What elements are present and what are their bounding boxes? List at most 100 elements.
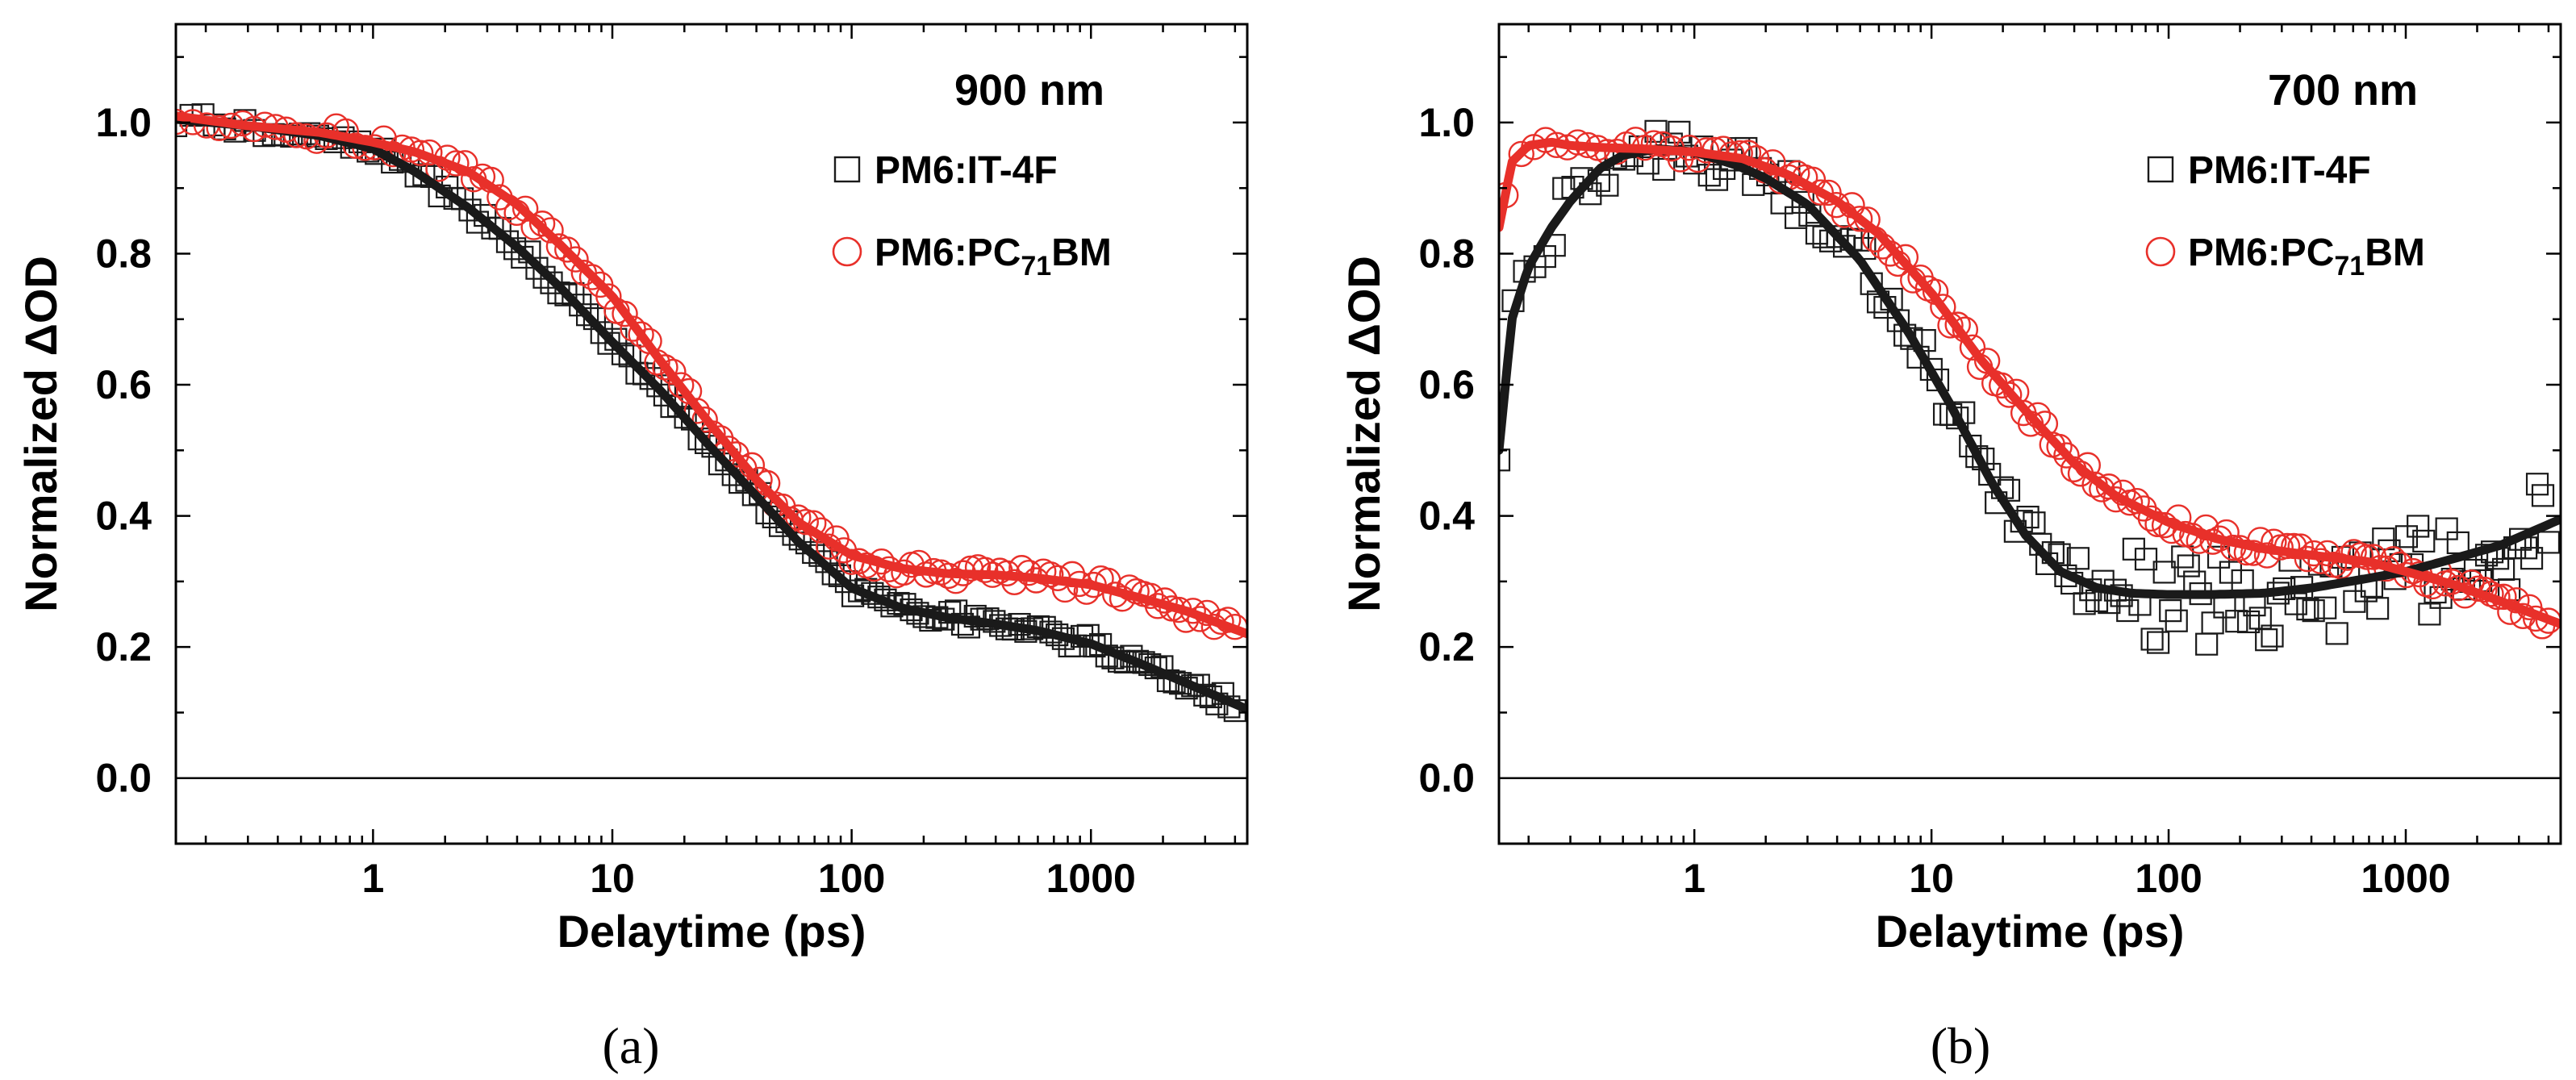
data-point [2525, 473, 2549, 496]
data-point [2536, 531, 2561, 554]
fit-line-pc71bm [1499, 137, 2561, 629]
panel-label: (b) [1931, 1017, 1991, 1074]
y-axis-title: Normalized ΔOD [1338, 256, 1389, 612]
plot-area [1499, 119, 2561, 656]
data-point [1073, 578, 1100, 605]
wavelength-annotation: 900 nm [954, 66, 1104, 115]
x-axis-title: Delaytime (ps) [557, 906, 866, 957]
x-tick-label: 1000 [1046, 856, 1136, 901]
y-axis: 0.0 0.2 0.4 0.6 0.8 1.0 [1418, 56, 2561, 845]
legend-label: PM6:IT-4F [875, 149, 1058, 192]
y-axis-title: Normalized ΔOD [15, 256, 66, 612]
y-tick-label: 0.2 [95, 624, 152, 669]
legend: PM6:IT-4F PM6:PC71BM [832, 149, 1112, 281]
data-point [576, 303, 599, 327]
legend-label: PM6:IT-4F [2188, 149, 2371, 192]
legend-subscript: 71 [2334, 251, 2365, 281]
data-point [1784, 206, 1808, 229]
x-axis: 1 10 100 1000 [1527, 24, 2550, 901]
data-point [2255, 628, 2278, 652]
legend-marker-circle [832, 236, 862, 267]
data-point [834, 570, 858, 594]
data-point [495, 230, 520, 253]
legend-label-part: BM [2365, 231, 2425, 274]
data-point [2066, 547, 2090, 570]
data-point [618, 344, 641, 368]
data-point [2183, 570, 2207, 594]
data-point [2195, 632, 2219, 656]
x-tick-label: 100 [2135, 856, 2202, 901]
data-point [578, 264, 606, 290]
data-point [762, 505, 785, 529]
series-pc71bm-points [176, 108, 1247, 640]
data-point [2134, 548, 2158, 571]
data-point [2236, 610, 2261, 634]
data-point [821, 562, 845, 586]
data-point [683, 398, 711, 424]
data-point [562, 246, 589, 273]
panel-a: 1 10 100 1000 0.0 0.2 0.4 0.6 0.8 1.0 Delaytime (p… [15, 23, 1249, 1074]
plot-frame [174, 23, 1249, 845]
legend-label-part: PM6:IT-4F [875, 149, 1058, 192]
data-point [2366, 597, 2390, 620]
data-point [1596, 173, 1619, 197]
fit-line-pc71bm [176, 111, 1247, 639]
data-point [1499, 448, 1511, 472]
data-point [1697, 164, 1721, 187]
data-point [2407, 515, 2430, 538]
data-point [785, 504, 812, 531]
data-point [2446, 531, 2470, 555]
data-point [1900, 327, 1923, 350]
data-point [1846, 228, 1870, 252]
data-point [554, 236, 581, 263]
data-point [2314, 596, 2337, 619]
data-point [2302, 599, 2325, 623]
legend-label-part: PM6:PC [875, 231, 1021, 274]
x-tick-label: 10 [590, 856, 635, 901]
y-axis: 0.0 0.2 0.4 0.6 0.8 1.0 [95, 56, 1247, 845]
data-point [1508, 140, 1534, 168]
y-tick-label: 0.4 [95, 494, 152, 539]
data-point [2073, 592, 2096, 615]
data-point [511, 195, 539, 223]
data-point [458, 198, 482, 222]
data-point [2165, 609, 2188, 632]
data-point [2261, 624, 2284, 648]
data-point [611, 342, 635, 365]
data-point [1001, 569, 1028, 595]
plot-frame [1497, 23, 2562, 845]
x-tick-label: 10 [1909, 856, 1954, 901]
fit-line-it4f [176, 115, 1247, 714]
data-point [2296, 598, 2319, 621]
legend-label-part: PM6:IT-4F [2188, 149, 2371, 192]
data-point [1944, 311, 1971, 338]
data-point [1989, 372, 2015, 399]
data-point [2418, 603, 2441, 626]
legend-label: PM6:PC71BM [875, 231, 1112, 281]
legend-marker-circle [2145, 236, 2176, 267]
data-point [628, 321, 654, 348]
data-point [2412, 529, 2436, 553]
data-point [2225, 610, 2248, 633]
legend-marker-square [2147, 156, 2174, 183]
legend-label-part: PM6:PC [2188, 231, 2334, 274]
y-tick-label: 0.6 [95, 362, 152, 407]
data-point [1930, 294, 1956, 320]
x-axis-title: Delaytime (ps) [1876, 906, 2185, 957]
data-point [668, 372, 695, 398]
legend-subscript: 71 [1021, 251, 1051, 281]
y-tick-label: 0.6 [1418, 362, 1475, 407]
data-point [2140, 628, 2164, 651]
legend-marker-square [833, 156, 861, 183]
y-tick-label: 0.0 [95, 756, 152, 801]
x-tick-label: 1 [361, 856, 384, 901]
data-point [2147, 631, 2170, 654]
data-point [1959, 334, 1986, 361]
data-point [652, 354, 678, 381]
wavelength-annotation: 700 nm [2268, 66, 2418, 115]
panel-label: (a) [602, 1017, 659, 1074]
y-tick-label: 0.2 [1418, 624, 1475, 669]
legend-label-part: BM [1051, 231, 1112, 274]
data-point [2201, 611, 2224, 635]
data-point [2287, 533, 2314, 560]
